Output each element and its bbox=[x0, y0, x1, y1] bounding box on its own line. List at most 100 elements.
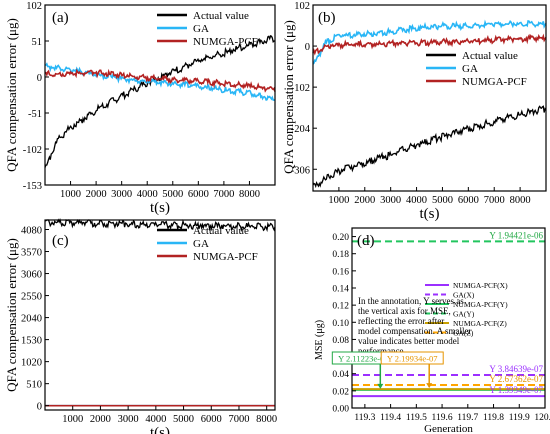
legend-label: Actual value bbox=[462, 50, 518, 62]
y-tick-label: 3060 bbox=[21, 270, 42, 281]
x-tick-label: 6000 bbox=[458, 195, 479, 206]
y-tick-label: 0.16 bbox=[332, 267, 349, 277]
series-line-1 bbox=[312, 105, 547, 189]
y-tick-label: 0.20 bbox=[332, 233, 349, 243]
x-tick-label: 6000 bbox=[188, 189, 209, 200]
legend-label: NUMGA-PCF(Y) bbox=[453, 300, 508, 309]
legend: NUMGA-PCF(X)GA(X)NUMGA-PCF(Y)GA(Y)NUMGA-… bbox=[425, 281, 508, 338]
y-tick-label: 0.14 bbox=[332, 285, 349, 295]
legend-label: NUMGA-PCF bbox=[193, 36, 258, 48]
y-tick-label: 0.08 bbox=[332, 336, 349, 346]
y-tick-label: 0.10 bbox=[332, 319, 349, 329]
x-tick-label: 119.8 bbox=[483, 413, 504, 423]
legend-label: GA(Z) bbox=[453, 329, 474, 338]
y-tick-label: 1530 bbox=[21, 336, 42, 347]
annotation-note-line: model compensation. A smaller bbox=[358, 326, 471, 336]
x-tick-label: 8000 bbox=[256, 414, 277, 425]
y-tick-label: 4080 bbox=[21, 226, 42, 237]
annotation-note-line: value indicates better model bbox=[358, 336, 460, 346]
y-tick-label: 0 bbox=[305, 42, 310, 53]
y-tick-label: -204 bbox=[291, 124, 311, 135]
x-tick-label: 8000 bbox=[510, 195, 531, 206]
x-tick-label: 7000 bbox=[213, 189, 234, 200]
annotation-arrowhead bbox=[426, 383, 433, 389]
chart-panel-4: 119.3 119.4 119.5 119.6 119.7 119.8 119.9 120.0… bbox=[314, 227, 550, 434]
y-tick-label: 0 bbox=[37, 73, 42, 84]
x-tick-label: 119.9 bbox=[509, 413, 530, 423]
x-tick-label: 119.7 bbox=[457, 413, 478, 423]
legend-label: GA(Y) bbox=[453, 310, 475, 319]
x-tick-label: 3000 bbox=[118, 414, 139, 425]
y-tick-label: -153 bbox=[23, 181, 42, 192]
panel-label: (a) bbox=[52, 10, 69, 26]
x-axis-label: t(s) bbox=[150, 425, 170, 434]
x-tick-label: 1000 bbox=[60, 189, 81, 200]
annotation-note-line: the vertical axis for MSE, bbox=[358, 306, 451, 316]
chart-panel-1: 1000 2000 3000 4000 5000 6000 7000 8000 102 51 0 -5… bbox=[4, 1, 276, 216]
y-axis-label: QFA compensation error (μg) bbox=[281, 20, 296, 174]
x-tick-label: 5000 bbox=[162, 189, 183, 200]
panel-label: (c) bbox=[52, 233, 69, 249]
legend-label: GA bbox=[462, 63, 478, 75]
x-tick-label: 5000 bbox=[173, 414, 194, 425]
x-tick-label: 119.5 bbox=[406, 413, 427, 423]
annotation-label: Y 2.67362e-07 bbox=[489, 374, 543, 384]
y-tick-label: 102 bbox=[26, 1, 42, 12]
panel-label: (b) bbox=[318, 10, 336, 26]
y-tick-label: -102 bbox=[23, 145, 42, 156]
x-axis-label: Generation bbox=[424, 423, 473, 434]
annotation-arrowhead bbox=[377, 383, 384, 389]
annotation-note: In the annotation, Y serves as the vertic… bbox=[358, 296, 471, 356]
series-line-3 bbox=[44, 68, 276, 93]
y-axis-label: MSE (μg) bbox=[314, 320, 325, 360]
series-line-3 bbox=[312, 33, 547, 56]
y-tick-label: 0 bbox=[37, 402, 42, 413]
x-tick-label: 3000 bbox=[111, 189, 132, 200]
series-line-2 bbox=[44, 62, 276, 102]
annotation-label: Y 2.11223e-07 bbox=[338, 354, 388, 364]
chart-panel-2: 1000 2000 3000 4000 5000 6000 7000 8000 102 0 -102… bbox=[281, 1, 547, 222]
x-tick-label: 1000 bbox=[328, 195, 349, 206]
plot-frame bbox=[44, 4, 276, 186]
x-tick-label: 1000 bbox=[62, 414, 83, 425]
y-axis-label: QFA compensation error (μg) bbox=[4, 18, 19, 172]
x-tick-label: 6000 bbox=[201, 414, 222, 425]
annotation-note-line: performance. bbox=[358, 346, 406, 356]
x-tick-label: 119.6 bbox=[432, 413, 453, 423]
y-axis-label: QFA compensation error (μg) bbox=[4, 238, 19, 392]
x-axis-label: t(s) bbox=[420, 206, 440, 222]
y-tick-label: -306 bbox=[291, 165, 310, 176]
x-tick-label: 120.0 bbox=[534, 413, 550, 423]
x-axis-label: t(s) bbox=[150, 200, 170, 216]
panel-label: (d) bbox=[357, 233, 375, 249]
series-line-1 bbox=[44, 35, 276, 168]
y-tick-label: 2040 bbox=[21, 314, 42, 325]
legend-label: Actual value bbox=[193, 10, 249, 22]
y-tick-label: 0.12 bbox=[332, 302, 349, 312]
plot-frame bbox=[351, 227, 546, 409]
annotation-note-line: reflecting the error after bbox=[358, 316, 444, 326]
y-tick-label: 0.18 bbox=[332, 250, 349, 260]
legend-label: GA(X) bbox=[453, 291, 475, 300]
y-tick-label: 0.00 bbox=[332, 405, 349, 415]
series-line-1 bbox=[44, 218, 276, 233]
annotation-label: Y 2.19934e-07 bbox=[387, 354, 438, 364]
legend-label: NUMGA-PCF(Z) bbox=[453, 319, 507, 328]
y-tick-label: 0.02 bbox=[332, 387, 349, 397]
y-tick-label: 51 bbox=[32, 37, 43, 48]
x-tick-label: 5000 bbox=[432, 195, 453, 206]
y-tick-label: 2550 bbox=[21, 292, 42, 303]
legend-label: NUMGA-PCF(X) bbox=[453, 281, 508, 290]
legend-label: NUMGA-PCF bbox=[462, 76, 527, 88]
legend-label: NUMGA-PCF bbox=[193, 251, 258, 263]
y-tick-label: 0.04 bbox=[332, 370, 349, 380]
annotation-note-line: In the annotation, Y serves as bbox=[358, 296, 464, 306]
plot-frame bbox=[44, 219, 276, 411]
legend-label: GA bbox=[193, 238, 209, 250]
y-tick-label: 510 bbox=[26, 380, 42, 391]
series-line-2 bbox=[312, 19, 547, 65]
